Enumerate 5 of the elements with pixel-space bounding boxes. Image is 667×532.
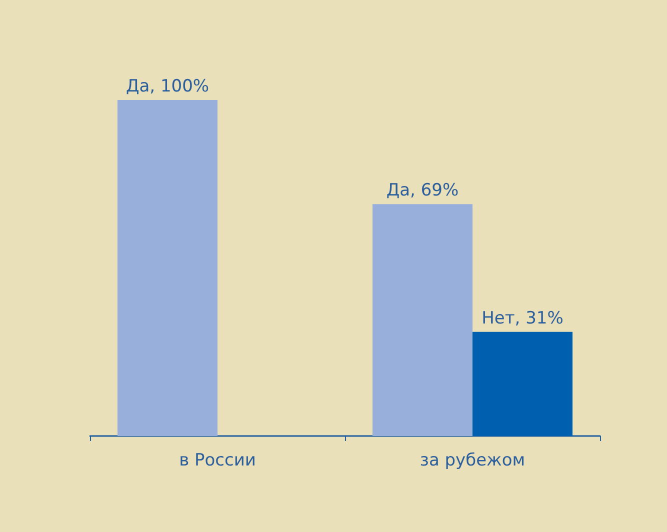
data-label: Нет, 31%	[482, 308, 564, 328]
x-tick-label: в России	[179, 450, 256, 470]
data-label: Да, 100%	[126, 76, 210, 96]
x-tick-label: за рубежом	[420, 450, 526, 470]
data-label: Да, 69%	[386, 180, 459, 201]
